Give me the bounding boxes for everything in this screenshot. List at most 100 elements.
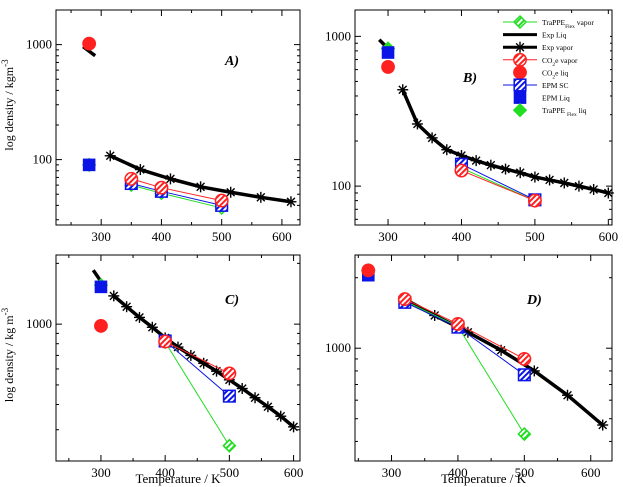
plot-frame	[354, 9, 613, 226]
y-tick-label: 1000	[26, 316, 52, 331]
data-point-co2e-vap	[158, 334, 173, 349]
data-point-exp-vap	[121, 301, 133, 313]
series-co2e-liq	[361, 263, 376, 278]
legend-label-text: EPM SC	[542, 81, 568, 90]
data-point-trappe-vap	[517, 427, 532, 442]
data-point-exp-vap-stroke	[529, 366, 539, 376]
data-point-exp-vap-stroke	[276, 411, 286, 421]
data-point-epm-sc	[222, 389, 236, 403]
legend-swatch-marker	[512, 14, 528, 30]
data-point-exp-vap-stroke	[166, 174, 175, 184]
data-point-co2e-vap	[454, 163, 469, 178]
data-point-exp-vap-stroke	[515, 168, 525, 178]
data-point-exp-vap-stroke	[603, 188, 613, 198]
legend-label-subscript: Flex	[567, 112, 577, 118]
legend-swatch-marker-stroke	[515, 42, 525, 52]
legend-entry-epm-liq: EPM Liq	[513, 91, 570, 104]
data-point-exp-vap	[285, 196, 297, 208]
legend-label: TraPPEFlex vapor	[542, 18, 594, 30]
data-point-exp-vap	[397, 84, 409, 96]
data-point-exp-vap-stroke	[186, 351, 196, 360]
x-tick-label: 400	[152, 229, 172, 244]
series-line-trappe-vap	[404, 300, 525, 435]
y-tick-label: 100	[33, 152, 53, 167]
data-point-co2e-vap	[154, 180, 169, 195]
legend-label-subscript: Flex	[565, 24, 575, 30]
legend-label-subscript: 2	[552, 74, 555, 80]
legend-entry-co2e-liq: CO2e liq	[513, 65, 569, 80]
panel-label: C)	[225, 293, 239, 308]
data-point-exp-vap	[411, 118, 423, 130]
data-point-exp-vap-stroke	[427, 133, 437, 143]
x-tick-label: 500	[220, 465, 240, 480]
series-trappe-vap	[124, 178, 229, 215]
data-point-exp-vap	[236, 383, 248, 395]
legend-entry-co2e-vap: CO2e vapor	[503, 52, 578, 68]
data-point-co2e-vap	[397, 292, 412, 307]
data-point-exp-vap-stroke	[135, 165, 145, 174]
data-point-exp-vap-stroke	[398, 85, 408, 95]
x-tick-label: 600	[272, 229, 292, 244]
data-point-exp-vap	[195, 181, 207, 193]
data-point-exp-vap-stroke	[413, 119, 422, 129]
series-co2e-vap	[124, 171, 229, 208]
y-tick-label: 1000	[325, 340, 351, 355]
data-point-exp-vap-stroke	[196, 182, 205, 192]
data-point-exp-vap-stroke	[463, 327, 473, 337]
data-point-exp-vap	[573, 180, 585, 192]
y-axis-label-superscript: -3	[0, 59, 10, 67]
y-tick-label: 100	[332, 178, 352, 193]
x-tick-label: 400	[452, 229, 472, 244]
data-point-exp-vap-stroke	[256, 192, 266, 202]
data-point-co2e-vap	[450, 316, 465, 331]
x-tick-label: 500	[212, 229, 232, 244]
y-axis-label-superscript: -3	[0, 307, 10, 315]
data-point-trappe-vap	[222, 438, 237, 453]
legend-swatch-marker	[513, 78, 527, 92]
data-point-exp-vap-stroke	[589, 185, 599, 194]
legend-label: TraPPE Flex liq	[542, 106, 587, 118]
data-point-exp-vap-stroke	[574, 181, 584, 191]
series-epm-liq	[94, 280, 108, 294]
y-tick-label: 1000	[325, 28, 351, 43]
legend-label-text: CO	[542, 56, 553, 65]
data-point-exp-vap	[514, 167, 526, 179]
legend-label-suffix: vapor	[575, 18, 594, 27]
legend-swatch-marker	[512, 102, 528, 118]
legend-label-suffix: e liq	[555, 68, 568, 77]
x-tick-label: 600	[581, 465, 601, 480]
series-co2e-vap	[397, 292, 532, 366]
legend-swatch-marker	[513, 65, 527, 80]
data-point-exp-vap	[198, 357, 210, 369]
series-line-co2e-vap	[461, 170, 536, 202]
data-point-exp-vap-stroke	[545, 175, 554, 185]
data-point-epm-sc	[517, 368, 531, 382]
data-point-exp-vap-stroke	[250, 393, 260, 403]
data-point-exp-vap	[255, 191, 267, 203]
data-point-co2e-vap	[222, 366, 237, 381]
plot-frame	[354, 254, 613, 462]
data-point-exp-vap-stroke	[471, 156, 481, 166]
series-co2e-liq	[82, 36, 97, 51]
data-point-exp-vap	[164, 173, 176, 185]
data-point-epm-liq	[94, 280, 108, 294]
series-trappe-vap	[397, 293, 532, 442]
data-point-exp-vap-stroke	[563, 390, 572, 400]
x-tick-label: 300	[382, 465, 402, 480]
data-point-exp-vap-stroke	[530, 172, 540, 182]
panel-label: D)	[526, 293, 542, 308]
series-epm-liq	[381, 46, 395, 59]
data-point-exp-vap-stroke	[199, 358, 209, 368]
series-epm-liq	[82, 158, 96, 172]
data-point-exp-vap	[588, 183, 600, 195]
panel-label: B)	[462, 71, 477, 86]
data-point-co2e-liq	[381, 60, 395, 74]
data-point-exp-vap-stroke	[286, 197, 296, 207]
x-axis-label: Temperature / K	[136, 471, 222, 486]
data-point-exp-vap	[262, 401, 274, 413]
data-point-exp-vap-stroke	[501, 164, 510, 174]
data-point-exp-vap	[134, 164, 146, 176]
data-point-co2e-vap	[124, 171, 139, 186]
series-line-epm-sc	[164, 340, 230, 397]
data-point-co2e-vap	[517, 351, 532, 366]
